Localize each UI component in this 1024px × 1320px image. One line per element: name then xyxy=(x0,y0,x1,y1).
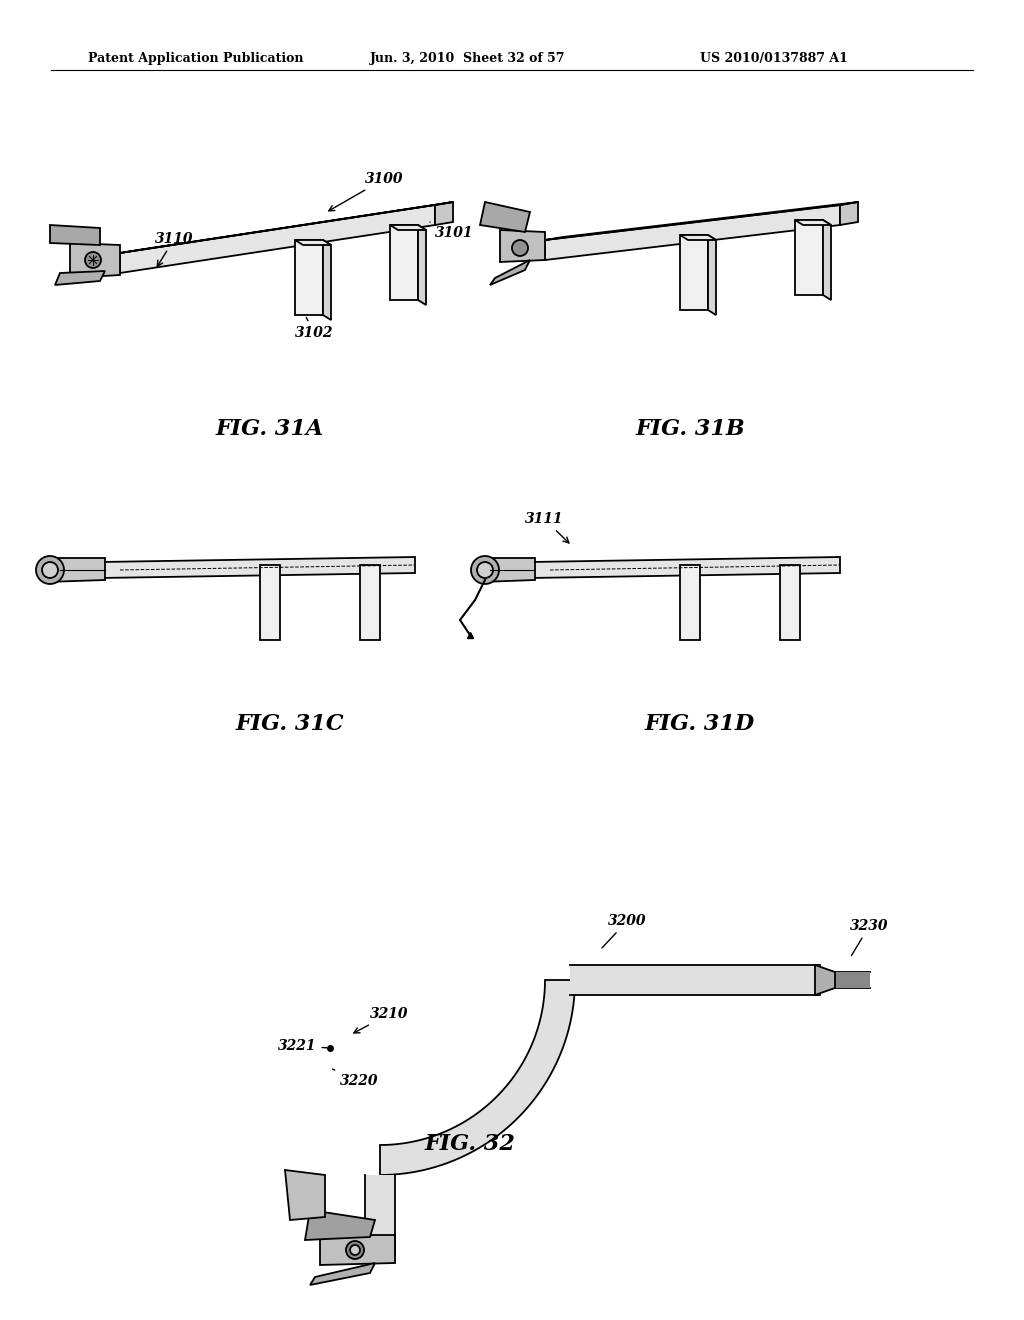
Polygon shape xyxy=(100,557,415,578)
Polygon shape xyxy=(680,235,716,240)
Polygon shape xyxy=(360,565,380,640)
Circle shape xyxy=(477,562,493,578)
Text: FIG. 31B: FIG. 31B xyxy=(635,418,744,440)
Text: 3101: 3101 xyxy=(430,222,473,240)
Polygon shape xyxy=(380,979,575,1175)
Text: 3221: 3221 xyxy=(278,1039,328,1053)
Polygon shape xyxy=(55,271,105,285)
Polygon shape xyxy=(70,243,120,279)
Text: US 2010/0137887 A1: US 2010/0137887 A1 xyxy=(700,51,848,65)
Polygon shape xyxy=(545,205,840,260)
Text: 3100: 3100 xyxy=(329,172,403,211)
Polygon shape xyxy=(295,240,323,315)
Circle shape xyxy=(346,1241,364,1259)
Polygon shape xyxy=(310,1263,375,1284)
Circle shape xyxy=(350,1245,360,1255)
Text: 3111: 3111 xyxy=(525,512,569,543)
Polygon shape xyxy=(435,202,453,224)
Text: 3230: 3230 xyxy=(850,919,889,956)
Text: FIG. 31C: FIG. 31C xyxy=(236,713,344,735)
Polygon shape xyxy=(490,260,530,285)
Polygon shape xyxy=(305,1210,375,1239)
Text: FIG. 32: FIG. 32 xyxy=(425,1133,515,1155)
Polygon shape xyxy=(823,220,831,300)
Polygon shape xyxy=(815,965,835,995)
Polygon shape xyxy=(840,202,858,224)
Polygon shape xyxy=(530,557,840,578)
Polygon shape xyxy=(795,220,831,224)
Polygon shape xyxy=(545,202,858,240)
Polygon shape xyxy=(390,224,426,230)
Circle shape xyxy=(36,556,63,583)
Polygon shape xyxy=(285,1170,325,1220)
Text: 3110: 3110 xyxy=(155,232,194,267)
Polygon shape xyxy=(500,230,545,261)
Text: Jun. 3, 2010  Sheet 32 of 57: Jun. 3, 2010 Sheet 32 of 57 xyxy=(370,51,565,65)
Polygon shape xyxy=(295,240,331,246)
Text: FIG. 31A: FIG. 31A xyxy=(216,418,324,440)
Text: Patent Application Publication: Patent Application Publication xyxy=(88,51,303,65)
Polygon shape xyxy=(390,224,418,300)
Polygon shape xyxy=(418,224,426,305)
Circle shape xyxy=(42,562,58,578)
Polygon shape xyxy=(480,558,535,582)
Text: 3102: 3102 xyxy=(295,318,334,341)
Polygon shape xyxy=(319,1236,395,1265)
Text: 3220: 3220 xyxy=(333,1069,379,1088)
Circle shape xyxy=(85,252,101,268)
Polygon shape xyxy=(120,205,435,273)
Text: FIG. 31D: FIG. 31D xyxy=(645,713,755,735)
Polygon shape xyxy=(680,565,700,640)
Polygon shape xyxy=(50,224,100,246)
Polygon shape xyxy=(120,202,453,253)
Polygon shape xyxy=(323,240,331,319)
Polygon shape xyxy=(780,565,800,640)
Polygon shape xyxy=(260,565,280,640)
Circle shape xyxy=(512,240,528,256)
Polygon shape xyxy=(45,558,105,582)
Polygon shape xyxy=(795,220,823,294)
Circle shape xyxy=(471,556,499,583)
Text: 3200: 3200 xyxy=(602,913,646,948)
Polygon shape xyxy=(708,235,716,315)
Text: 3210: 3210 xyxy=(354,1007,409,1034)
Polygon shape xyxy=(480,202,530,232)
Polygon shape xyxy=(680,235,708,310)
